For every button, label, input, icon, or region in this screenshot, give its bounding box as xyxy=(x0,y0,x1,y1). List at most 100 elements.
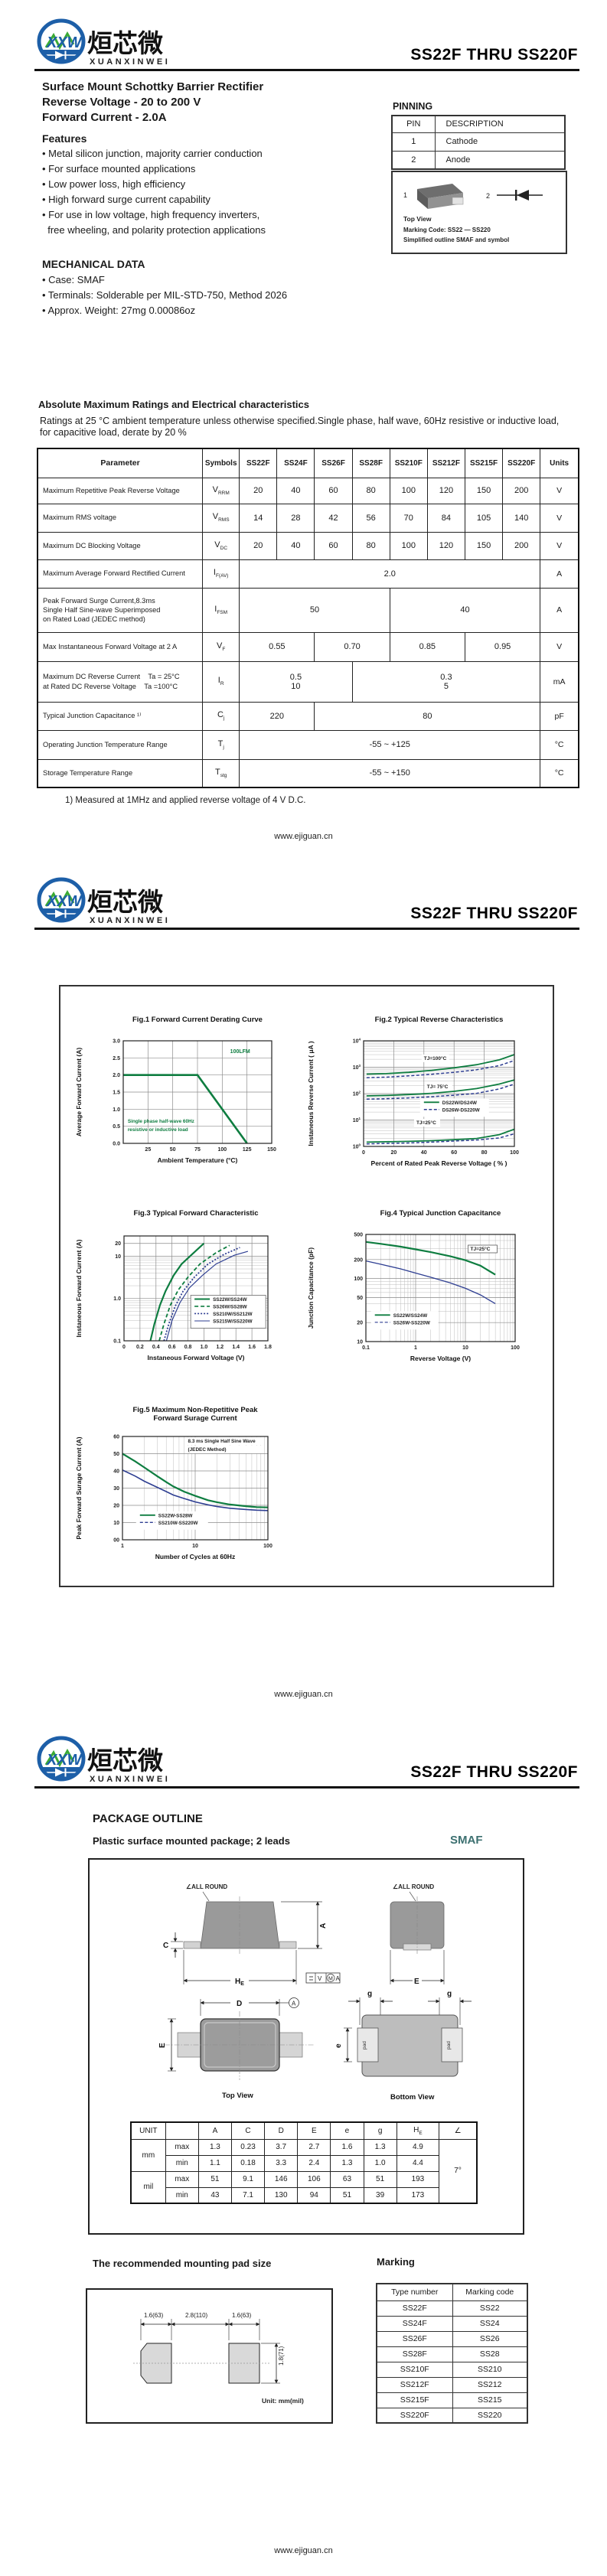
all-round-label-side: ∠ALL ROUND xyxy=(393,1883,434,1890)
mechanical-item: • Terminals: Solderable per MIL-STD-750,… xyxy=(42,289,288,301)
chart-annotation: resistive or inductive load xyxy=(128,1127,188,1133)
svg-text:100: 100 xyxy=(354,1277,363,1282)
svg-text:0.2: 0.2 xyxy=(136,1345,144,1350)
header-rule xyxy=(34,69,579,71)
svg-text:0.8: 0.8 xyxy=(184,1345,192,1350)
feature-item: • For use in low voltage, high frequency… xyxy=(42,209,260,220)
marking-title: Marking xyxy=(377,2256,415,2268)
dim-g-right-label: g xyxy=(447,1990,452,1998)
package-symbol-box: 1 2 Top View Marking Code: SS22 — SS220 … xyxy=(391,171,567,254)
svg-text:A: A xyxy=(336,1975,341,1982)
series-TJ=100°C DS22W/DS24W xyxy=(366,1054,515,1075)
y-axis-label: Instaneous Reverse Current ( μA ) xyxy=(307,1041,315,1146)
footer-url-page1[interactable]: www.ejiguan.cn xyxy=(274,832,333,841)
headline-block: Surface Mount Schottky Barrier Rectifier… xyxy=(42,80,402,126)
pinning-table: PIN DESCRIPTION 1 Cathode 2 Anode xyxy=(391,115,566,170)
package-name-badge: SMAF xyxy=(450,1834,483,1847)
mounting-pad-title: The recommended mounting pad size xyxy=(93,2258,272,2269)
ratings-subtitle-line1: Ratings at 25 °C ambient temperature unl… xyxy=(40,416,560,426)
ratings-subtitle-line2: for capacitive load, derate by 20 % xyxy=(40,427,187,438)
y-axis-label: Peak Forward Surage Current (A) xyxy=(75,1436,83,1539)
svg-text:20: 20 xyxy=(113,1504,119,1509)
svg-text:2.5: 2.5 xyxy=(113,1056,120,1061)
ratings-table: Parameter Symbols SS22F SS24F SS26F SS28F SS21… xyxy=(37,448,579,788)
logo-abbr: XXW xyxy=(46,34,83,51)
svg-text:3.0: 3.0 xyxy=(113,1039,120,1045)
x-axis-label: Percent of Rated Peak Reverse Voltage ( … xyxy=(371,1159,507,1167)
pad-unit-note: Unit: mm(mil) xyxy=(262,2397,304,2405)
features-list: • Metal silicon junction, majority carri… xyxy=(42,146,410,238)
svg-text:60: 60 xyxy=(113,1435,119,1440)
svg-text:100: 100 xyxy=(353,1143,361,1150)
logo-name-en: XUANXINWEI xyxy=(90,57,170,67)
pad-dim-height: 1.8(71) xyxy=(278,2346,285,2366)
svg-text:10: 10 xyxy=(115,1254,121,1260)
figure-fig2: 0 20 40 60 80 100 100 101 102 103 104 TJ=100°C TJ= 7… xyxy=(307,1016,519,1167)
marking-row: SS210F SS210 xyxy=(376,2361,528,2378)
chart-annotation: TJ=100°C xyxy=(424,1055,447,1061)
svg-text:20: 20 xyxy=(357,1321,363,1326)
marking-code-note: Marking Code: SS22 — SS220 xyxy=(403,227,491,233)
svg-text:0.6: 0.6 xyxy=(168,1345,176,1350)
package-outline-title: PACKAGE OUTLINE xyxy=(93,1812,203,1825)
marking-row: SS24F SS24 xyxy=(376,2315,528,2332)
chart-annotation: 100LFM xyxy=(230,1049,250,1055)
svg-text:101: 101 xyxy=(353,1117,361,1123)
ratings-header-row: Parameter Symbols SS22F SS24F SS26F SS28F SS21… xyxy=(37,448,579,478)
svg-text:100: 100 xyxy=(263,1544,272,1549)
ratings-row: Maximum DC Reverse Current Ta = 25°C at R… xyxy=(37,660,579,703)
footer-url-page3[interactable]: www.ejiguan.cn xyxy=(274,2546,333,2555)
svg-text:1: 1 xyxy=(414,1345,417,1351)
chart-annotation: Single phase half-wave 60Hz xyxy=(128,1119,194,1124)
svg-text:0.1: 0.1 xyxy=(362,1345,370,1351)
svg-text:200: 200 xyxy=(354,1257,363,1263)
features-title: Features xyxy=(42,132,87,145)
ratings-row: Operating Junction Temperature Range Tj -5… xyxy=(37,729,579,760)
chart-annotation: TJ=25°C xyxy=(416,1120,436,1126)
package-outline-drawing: ∠ALL ROUND C A HE V M A ∠ALL ROUND E D A xyxy=(158,1883,472,2102)
dim-d-label: D xyxy=(237,2000,242,2008)
feature-item: • Metal silicon junction, majority carri… xyxy=(42,148,263,159)
svg-text:M: M xyxy=(328,1977,333,1982)
footer-url-page2[interactable]: www.ejiguan.cn xyxy=(274,1690,333,1699)
ratings-note: 1) Measured at 1MHz and applied reverse … xyxy=(65,796,306,805)
series-SS210W/SS212W xyxy=(163,1247,240,1342)
top-view-note: Top View xyxy=(403,215,432,223)
series-SS26W/SS28W xyxy=(158,1244,230,1342)
dim-a-label: A xyxy=(319,1923,328,1929)
logo-abbr: XXW xyxy=(46,893,83,910)
svg-text:102: 102 xyxy=(353,1091,361,1097)
logo-name-cn: 烜芯微 xyxy=(87,1746,163,1775)
logo-name-cn: 烜芯微 xyxy=(87,888,163,916)
svg-text:2.0: 2.0 xyxy=(113,1073,120,1078)
headline-line: Forward Current - 2.0A xyxy=(42,111,167,124)
svg-text:0: 0 xyxy=(122,1345,126,1350)
svg-text:0.0: 0.0 xyxy=(113,1142,120,1147)
svg-text:0.1: 0.1 xyxy=(113,1339,121,1345)
marking-row: SS212F SS212 xyxy=(376,2376,528,2393)
feature-item: • Low power loss, high efficiency xyxy=(42,178,186,190)
svg-text:1.0: 1.0 xyxy=(113,1107,120,1113)
diode-symbol-icon xyxy=(497,190,543,201)
dim-row: min 43 7.1 130 94 51 39 173 xyxy=(131,2186,477,2204)
company-logo: XXW 烜芯微 XUANXINWEI xyxy=(37,1736,168,1784)
feature-item: • High forward surge current capability xyxy=(42,194,210,205)
all-round-label-front: ∠ALL ROUND xyxy=(186,1883,227,1890)
svg-text:500: 500 xyxy=(354,1233,363,1238)
svg-text:1.2: 1.2 xyxy=(216,1345,224,1350)
svg-text:150: 150 xyxy=(267,1147,276,1153)
svg-text:1.0: 1.0 xyxy=(113,1296,121,1302)
svg-text:50: 50 xyxy=(113,1452,119,1457)
datum-a-circle: A xyxy=(292,2000,296,2007)
svg-text:125: 125 xyxy=(243,1147,252,1153)
series-derating 100LFM xyxy=(123,1074,248,1144)
svg-text:75: 75 xyxy=(194,1147,201,1153)
svg-text:100: 100 xyxy=(511,1345,520,1351)
ratings-row: Peak Forward Surge Current,8.3ms Single H… xyxy=(37,587,579,633)
mounting-pad-box: 1.6(63) 2.8(110) 1.6(63) 1.8(71) Unit: m… xyxy=(86,2288,333,2424)
figure-fig4: 0.1 1 10 100 10 20 50 100 200 500 TJ=25°C SS22W/SS2… xyxy=(307,1209,520,1362)
series-TJ=100°C DS26W-DS220W xyxy=(366,1059,515,1078)
legend-label: SS210W-SS220W xyxy=(158,1521,198,1526)
series-TJ=75°C DS22W/DS24W xyxy=(366,1079,515,1097)
